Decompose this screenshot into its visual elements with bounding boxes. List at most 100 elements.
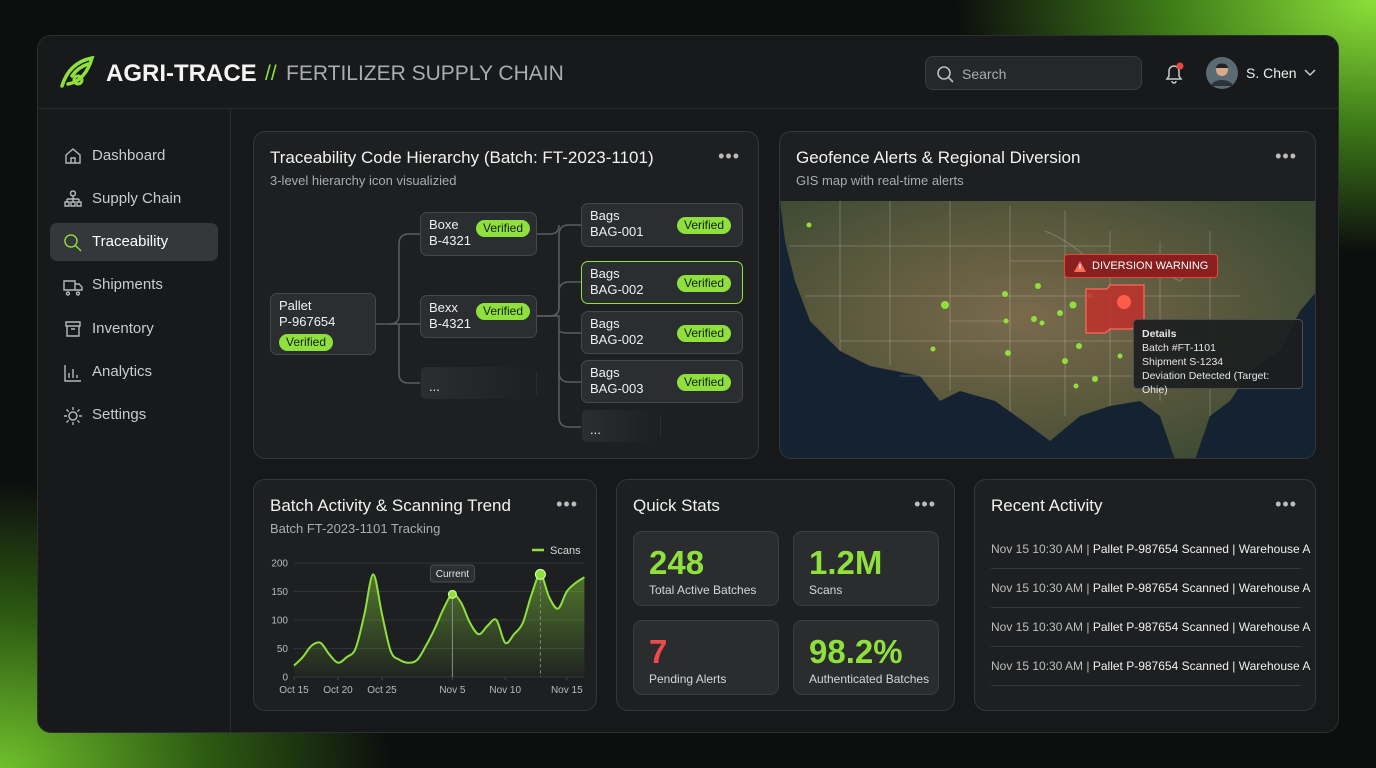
diversion-warning: DIVERSION WARNING — [1064, 254, 1219, 278]
activity-row: Nov 15 10:30 AM | Pallet P-987654 Scanne… — [991, 608, 1310, 647]
nav-icon — [64, 233, 82, 252]
search-box[interactable]: Search — [925, 56, 1142, 90]
y-tick-label: 50 — [277, 644, 289, 655]
tree-node[interactable]: Pallet P-967654 Verified — [270, 293, 376, 355]
search-icon — [937, 66, 954, 83]
annotation-box — [429, 564, 475, 583]
more-menu[interactable]: ••• — [1275, 146, 1297, 166]
legend-label: Scans — [550, 545, 581, 557]
node-label: ... — [429, 379, 440, 394]
logo — [60, 55, 95, 88]
nav-label: Inventory — [92, 319, 154, 337]
x-tick-label: Oct 20 — [323, 685, 353, 696]
x-tick-label: Nov 5 — [439, 685, 466, 696]
more-menu[interactable]: ••• — [718, 146, 740, 166]
card-subtitle: 3-level hierarchy icon visualizied — [270, 173, 457, 188]
map-card: Geofence Alerts & Regional Diversion GIS… — [779, 131, 1316, 459]
nav-item[interactable]: Settings — [50, 396, 218, 434]
nav-item[interactable]: Analytics — [50, 353, 218, 391]
more-menu[interactable]: ••• — [556, 494, 578, 514]
more-menu[interactable]: ••• — [1275, 494, 1297, 514]
stat-label: Total Active Batches — [649, 583, 757, 597]
stat-value: 248 — [649, 544, 705, 581]
icon-shape — [63, 280, 83, 296]
nav-item[interactable]: Dashboard — [50, 136, 218, 174]
card-title: Traceability Code Hierarchy (Batch: FT-2… — [270, 148, 654, 167]
card-subtitle: GIS map with real-time alerts — [796, 173, 964, 188]
status-pill: Verified — [279, 334, 334, 351]
nav-icon — [63, 280, 83, 296]
activity-event: Pallet P-987654 Scanned | Warehouse A — [1092, 620, 1311, 634]
node-label: Bags — [590, 316, 620, 331]
y-tick-label: 0 — [282, 673, 288, 684]
activity-time: Nov 15 10:30 AM | — [991, 581, 1090, 595]
activity-event: Pallet P-987654 Scanned | Warehouse A — [1092, 542, 1311, 556]
area — [294, 574, 585, 677]
tree-node[interactable]: Bexx B-4321 Verified — [420, 295, 537, 338]
activity-time: Nov 15 10:30 AM | — [991, 542, 1090, 556]
tree-node[interactable]: ... — [581, 410, 661, 442]
tree-node[interactable]: Bags BAG-002 Verified — [581, 261, 743, 304]
nav-icon — [65, 321, 81, 337]
status-pill: Verified — [677, 325, 732, 342]
details-tooltip: Details Batch #FT-1101 Shipment S-1234 D… — [1133, 319, 1303, 396]
nav-item[interactable]: Inventory — [50, 309, 218, 347]
activity-card: Recent Activity ••• Nov 15 10:30 AM | Pa… — [974, 479, 1316, 711]
nav-item[interactable]: Supply Chain — [50, 179, 218, 217]
node-label: Bexx — [429, 300, 458, 315]
user-name[interactable]: S. Chen — [1246, 65, 1297, 81]
brand: AGRI-TRACE — [106, 60, 257, 87]
icon-shape — [64, 406, 82, 425]
details-heading: Details — [1142, 328, 1177, 340]
stat-tile: 1.2M Scans — [793, 531, 939, 606]
header: AGRI-TRACE // FERTILIZER SUPPLY CHAIN Se… — [38, 36, 1338, 109]
activity-row: Nov 15 10:30 AM | Pallet P-987654 Scanne… — [991, 647, 1310, 686]
nav-item[interactable]: Traceability — [50, 222, 218, 261]
x-tick-label: Oct 15 — [279, 685, 309, 696]
activity-row: Nov 15 10:30 AM | Pallet P-987654 Scanne… — [991, 530, 1310, 569]
stat-tile: 248 Total Active Batches — [633, 531, 779, 606]
node-code: BAG-003 — [590, 381, 644, 396]
tree-node[interactable]: ... — [420, 367, 537, 399]
chart: 0 50 100 150 200 Oct 15 Oct 20 Oct 25 Nov 5 Nov 1… — [271, 545, 585, 696]
y-tick-label: 150 — [271, 587, 288, 598]
activity-row: Nov 15 10:30 AM | Pallet P-987654 Scanne… — [991, 569, 1310, 608]
activity-event: Pallet P-987654 Scanned | Warehouse A — [1092, 581, 1311, 595]
annotation: Current — [436, 569, 470, 580]
stat-label: Scans — [809, 583, 843, 597]
user-menu-chevron[interactable] — [1304, 68, 1316, 78]
tree-node[interactable]: Bags BAG-003 Verified — [581, 360, 743, 403]
node-label: Boxe — [429, 217, 459, 232]
avatar[interactable] — [1205, 56, 1239, 90]
stats-card: Quick Stats ••• 248 Total Active Batches … — [616, 479, 955, 711]
tree-connectors — [376, 224, 581, 428]
node-label: Bags — [590, 365, 620, 380]
nav-label: Shipments — [92, 276, 163, 294]
line — [293, 573, 585, 667]
tree-node[interactable]: Bags BAG-001 Verified — [581, 203, 743, 247]
card-title: Geofence Alerts & Regional Diversion — [796, 148, 1081, 167]
chart-title: Batch Activity & Scanning Trend — [270, 496, 511, 515]
node-label: ... — [590, 422, 601, 437]
sidebar: Dashboard Supply Chain Traceability Shipmen… — [38, 109, 231, 732]
details-line: Shipment S-1234 — [1142, 356, 1224, 368]
y-tick-label: 200 — [271, 559, 288, 570]
icon-shape — [64, 364, 81, 382]
notification-bell[interactable] — [1162, 62, 1186, 86]
nav-icon — [64, 190, 82, 207]
details-line: Batch #FT-1101 — [1142, 342, 1216, 354]
nav-item[interactable]: Shipments — [50, 266, 218, 304]
separator: // — [265, 62, 277, 85]
current-point — [447, 589, 457, 599]
icon-shape — [65, 321, 81, 337]
nav-label: Settings — [92, 406, 147, 424]
tree-node[interactable]: Boxe B-4321 Verified — [420, 212, 537, 256]
nav-icon — [64, 364, 81, 382]
status-pill: Verified — [476, 220, 531, 237]
stat-label: Pending Alerts — [649, 672, 727, 686]
stat-tile: 98.2% Authenticated Batches — [793, 620, 939, 695]
tree-node[interactable]: Bags BAG-002 Verified — [581, 311, 743, 354]
chart-subtitle: Batch FT-2023-1101 Tracking — [270, 521, 441, 536]
current-point — [534, 568, 546, 580]
more-menu[interactable]: ••• — [914, 494, 936, 514]
